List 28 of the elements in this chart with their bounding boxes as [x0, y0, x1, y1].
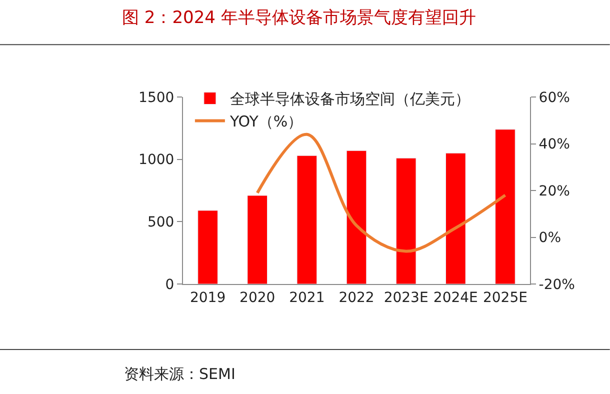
chart-title: 图 2：2024 年半导体设备市场景气度有望回升: [122, 8, 476, 28]
y-tick-label: 500: [147, 214, 174, 231]
y-tick-label: 0: [165, 276, 174, 293]
y-tick-label: 1500: [138, 90, 174, 106]
y2-tick-label: 60%: [538, 90, 570, 106]
text: 资料来源：SEMI: [124, 365, 236, 383]
legend-label: 全球半导体设备市场空间（亿美元）: [230, 90, 470, 108]
bar: [396, 158, 416, 284]
y2-tick-label: 0%: [538, 230, 562, 246]
bar: [296, 155, 318, 284]
y-tick-label: 1000: [138, 152, 174, 168]
y2-tick-label: 20%: [538, 183, 570, 200]
x-tick-label: 2024E: [433, 290, 478, 306]
x-tick-label: 2020: [240, 290, 276, 306]
bar: [247, 195, 268, 284]
bar: [346, 150, 367, 284]
y2-tick-label: -20%: [538, 276, 575, 293]
y2-tick-label: 40%: [538, 136, 570, 153]
x-tick-label: 2021: [289, 290, 325, 306]
bar: [495, 129, 516, 284]
bar: [445, 152, 466, 284]
x-tick-label: 2019: [190, 290, 226, 306]
line-series: [256, 132, 507, 253]
bar: [198, 210, 218, 284]
x-tick-label: 2025E: [482, 290, 528, 306]
x-tick-label: 2022: [338, 290, 374, 306]
legend-label: YOY（%）: [228, 112, 303, 131]
x-tick-label: 2023E: [384, 290, 428, 306]
